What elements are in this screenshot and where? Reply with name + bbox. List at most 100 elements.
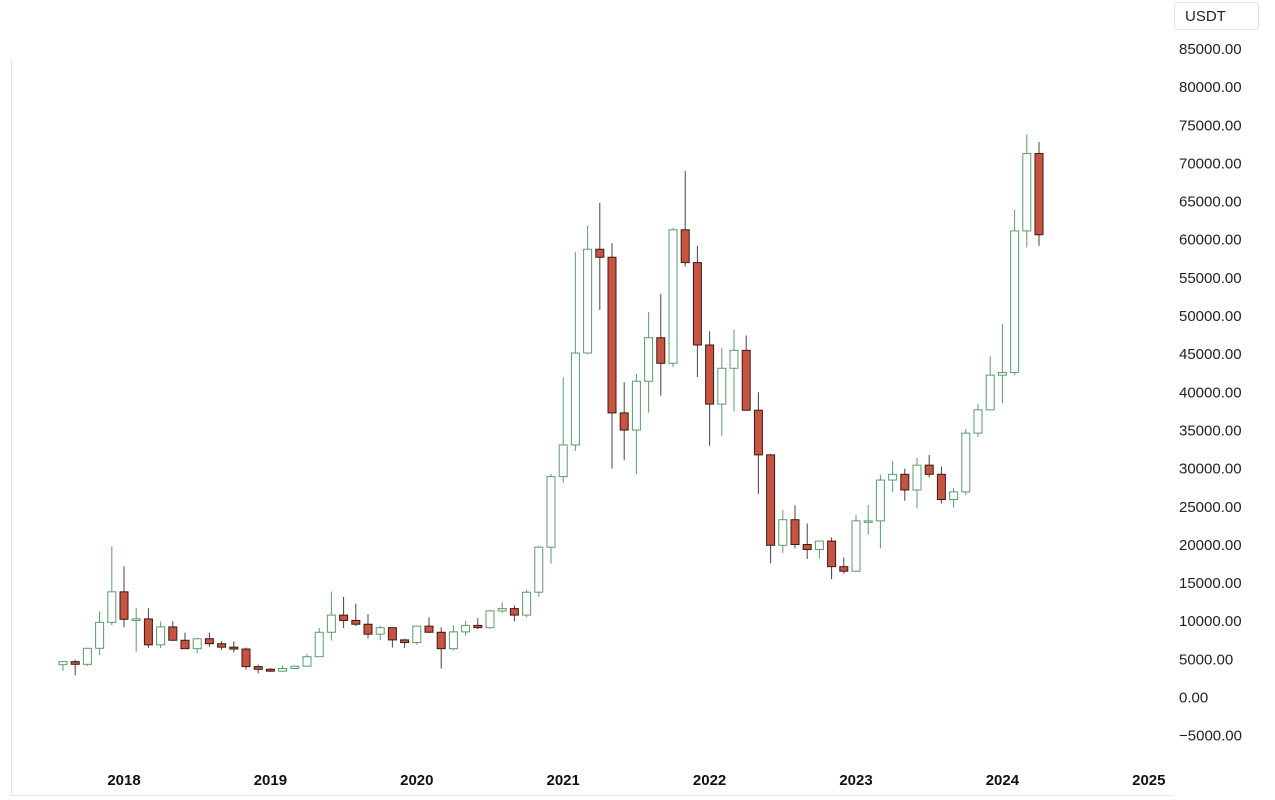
candle-body-down bbox=[1034, 152, 1044, 236]
candle bbox=[461, 620, 471, 636]
candle-body-down bbox=[168, 626, 178, 641]
candle-body-up bbox=[1010, 230, 1020, 373]
candle bbox=[522, 589, 532, 618]
candle bbox=[717, 348, 727, 436]
y-tick-label: 30000.00 bbox=[1179, 461, 1242, 478]
candle bbox=[180, 632, 190, 650]
candle bbox=[375, 625, 385, 641]
candle-body-up bbox=[461, 624, 471, 633]
candle-body-down bbox=[509, 608, 519, 616]
candle bbox=[692, 245, 702, 378]
candle-body-down bbox=[827, 540, 837, 568]
candle bbox=[326, 591, 336, 641]
candle-body-up bbox=[997, 371, 1007, 376]
candle-body-down bbox=[839, 566, 849, 572]
candle-body-down bbox=[900, 473, 910, 491]
candle-body-down bbox=[351, 619, 361, 625]
candle-body-up bbox=[778, 519, 788, 546]
y-tick-label: 50000.00 bbox=[1179, 308, 1242, 325]
candle-body-up bbox=[107, 591, 117, 623]
candle bbox=[924, 454, 934, 478]
candle-body-up bbox=[558, 444, 568, 478]
x-tick-label: 2022 bbox=[693, 772, 726, 789]
currency-selector[interactable]: USDT bbox=[1174, 2, 1259, 30]
currency-selector-label: USDT bbox=[1185, 8, 1226, 25]
candle-body-down bbox=[936, 473, 946, 501]
candle-body-up bbox=[131, 618, 141, 621]
candle bbox=[1034, 142, 1044, 246]
x-axis: 2018 2019 2020 2021 2022 2023 2024 2025 bbox=[107, 772, 1165, 789]
candle bbox=[619, 382, 629, 461]
candle bbox=[82, 647, 92, 666]
x-tick-label: 2020 bbox=[400, 772, 433, 789]
candle bbox=[424, 617, 434, 634]
candle-body-up bbox=[58, 661, 68, 666]
candle bbox=[558, 377, 568, 483]
candle-body-down bbox=[607, 256, 617, 414]
candle bbox=[473, 618, 483, 630]
candles bbox=[58, 134, 1044, 676]
candle bbox=[570, 252, 580, 452]
candle bbox=[58, 661, 68, 671]
candle-body-down bbox=[265, 668, 275, 672]
candle-body-down bbox=[753, 409, 763, 456]
candle-body-down bbox=[595, 248, 605, 258]
candle-body-up bbox=[717, 367, 727, 405]
candle bbox=[595, 202, 605, 310]
y-tick-label: 45000.00 bbox=[1179, 346, 1242, 363]
candle-body-up bbox=[326, 614, 336, 633]
x-tick-label: 2018 bbox=[107, 772, 140, 789]
candle bbox=[509, 605, 519, 622]
candle bbox=[546, 473, 556, 564]
candle bbox=[143, 608, 153, 648]
candle bbox=[95, 611, 105, 656]
y-tick-label: 55000.00 bbox=[1179, 270, 1242, 287]
candle-body-down bbox=[217, 643, 227, 648]
candle bbox=[119, 566, 129, 628]
candle-body-down bbox=[387, 627, 397, 641]
candle-body-up bbox=[82, 647, 92, 665]
candle-body-down bbox=[424, 625, 434, 633]
x-tick-label: 2021 bbox=[547, 772, 580, 789]
candle bbox=[363, 613, 373, 639]
candle bbox=[70, 659, 80, 676]
candle-body-down bbox=[790, 519, 800, 546]
candle bbox=[412, 625, 422, 645]
candle bbox=[644, 312, 654, 413]
candle bbox=[814, 540, 824, 559]
candle bbox=[448, 625, 458, 651]
y-tick-label: 60000.00 bbox=[1179, 232, 1242, 249]
candle-body-down bbox=[619, 412, 629, 431]
y-tick-label: 65000.00 bbox=[1179, 194, 1242, 211]
candle-body-up bbox=[497, 608, 507, 612]
candle bbox=[778, 509, 788, 553]
candle-body-up bbox=[644, 337, 654, 382]
candle bbox=[961, 428, 971, 495]
candle bbox=[741, 335, 751, 411]
y-tick-label: 40000.00 bbox=[1179, 384, 1242, 401]
candle bbox=[875, 474, 885, 549]
candle-body-down bbox=[705, 344, 715, 405]
candle bbox=[436, 627, 446, 669]
candle-body-up bbox=[985, 374, 995, 411]
candle bbox=[863, 504, 873, 535]
chart-plot-area bbox=[11, 60, 1172, 796]
candle-body-up bbox=[534, 546, 544, 593]
candle bbox=[265, 668, 275, 672]
y-tick-label: 5000.00 bbox=[1179, 651, 1233, 668]
candle bbox=[839, 557, 849, 574]
candle-body-up bbox=[522, 591, 532, 616]
candle-body-up bbox=[814, 540, 824, 550]
candle bbox=[253, 664, 263, 674]
candle-body-up bbox=[949, 491, 959, 501]
candle-body-up bbox=[863, 520, 873, 523]
y-tick-label: 20000.00 bbox=[1179, 537, 1242, 554]
candle bbox=[534, 546, 544, 597]
candle bbox=[936, 466, 946, 504]
candle bbox=[766, 453, 776, 564]
candle bbox=[802, 523, 812, 560]
candle bbox=[497, 602, 507, 613]
candle-body-down bbox=[204, 638, 214, 645]
candle bbox=[339, 596, 349, 629]
